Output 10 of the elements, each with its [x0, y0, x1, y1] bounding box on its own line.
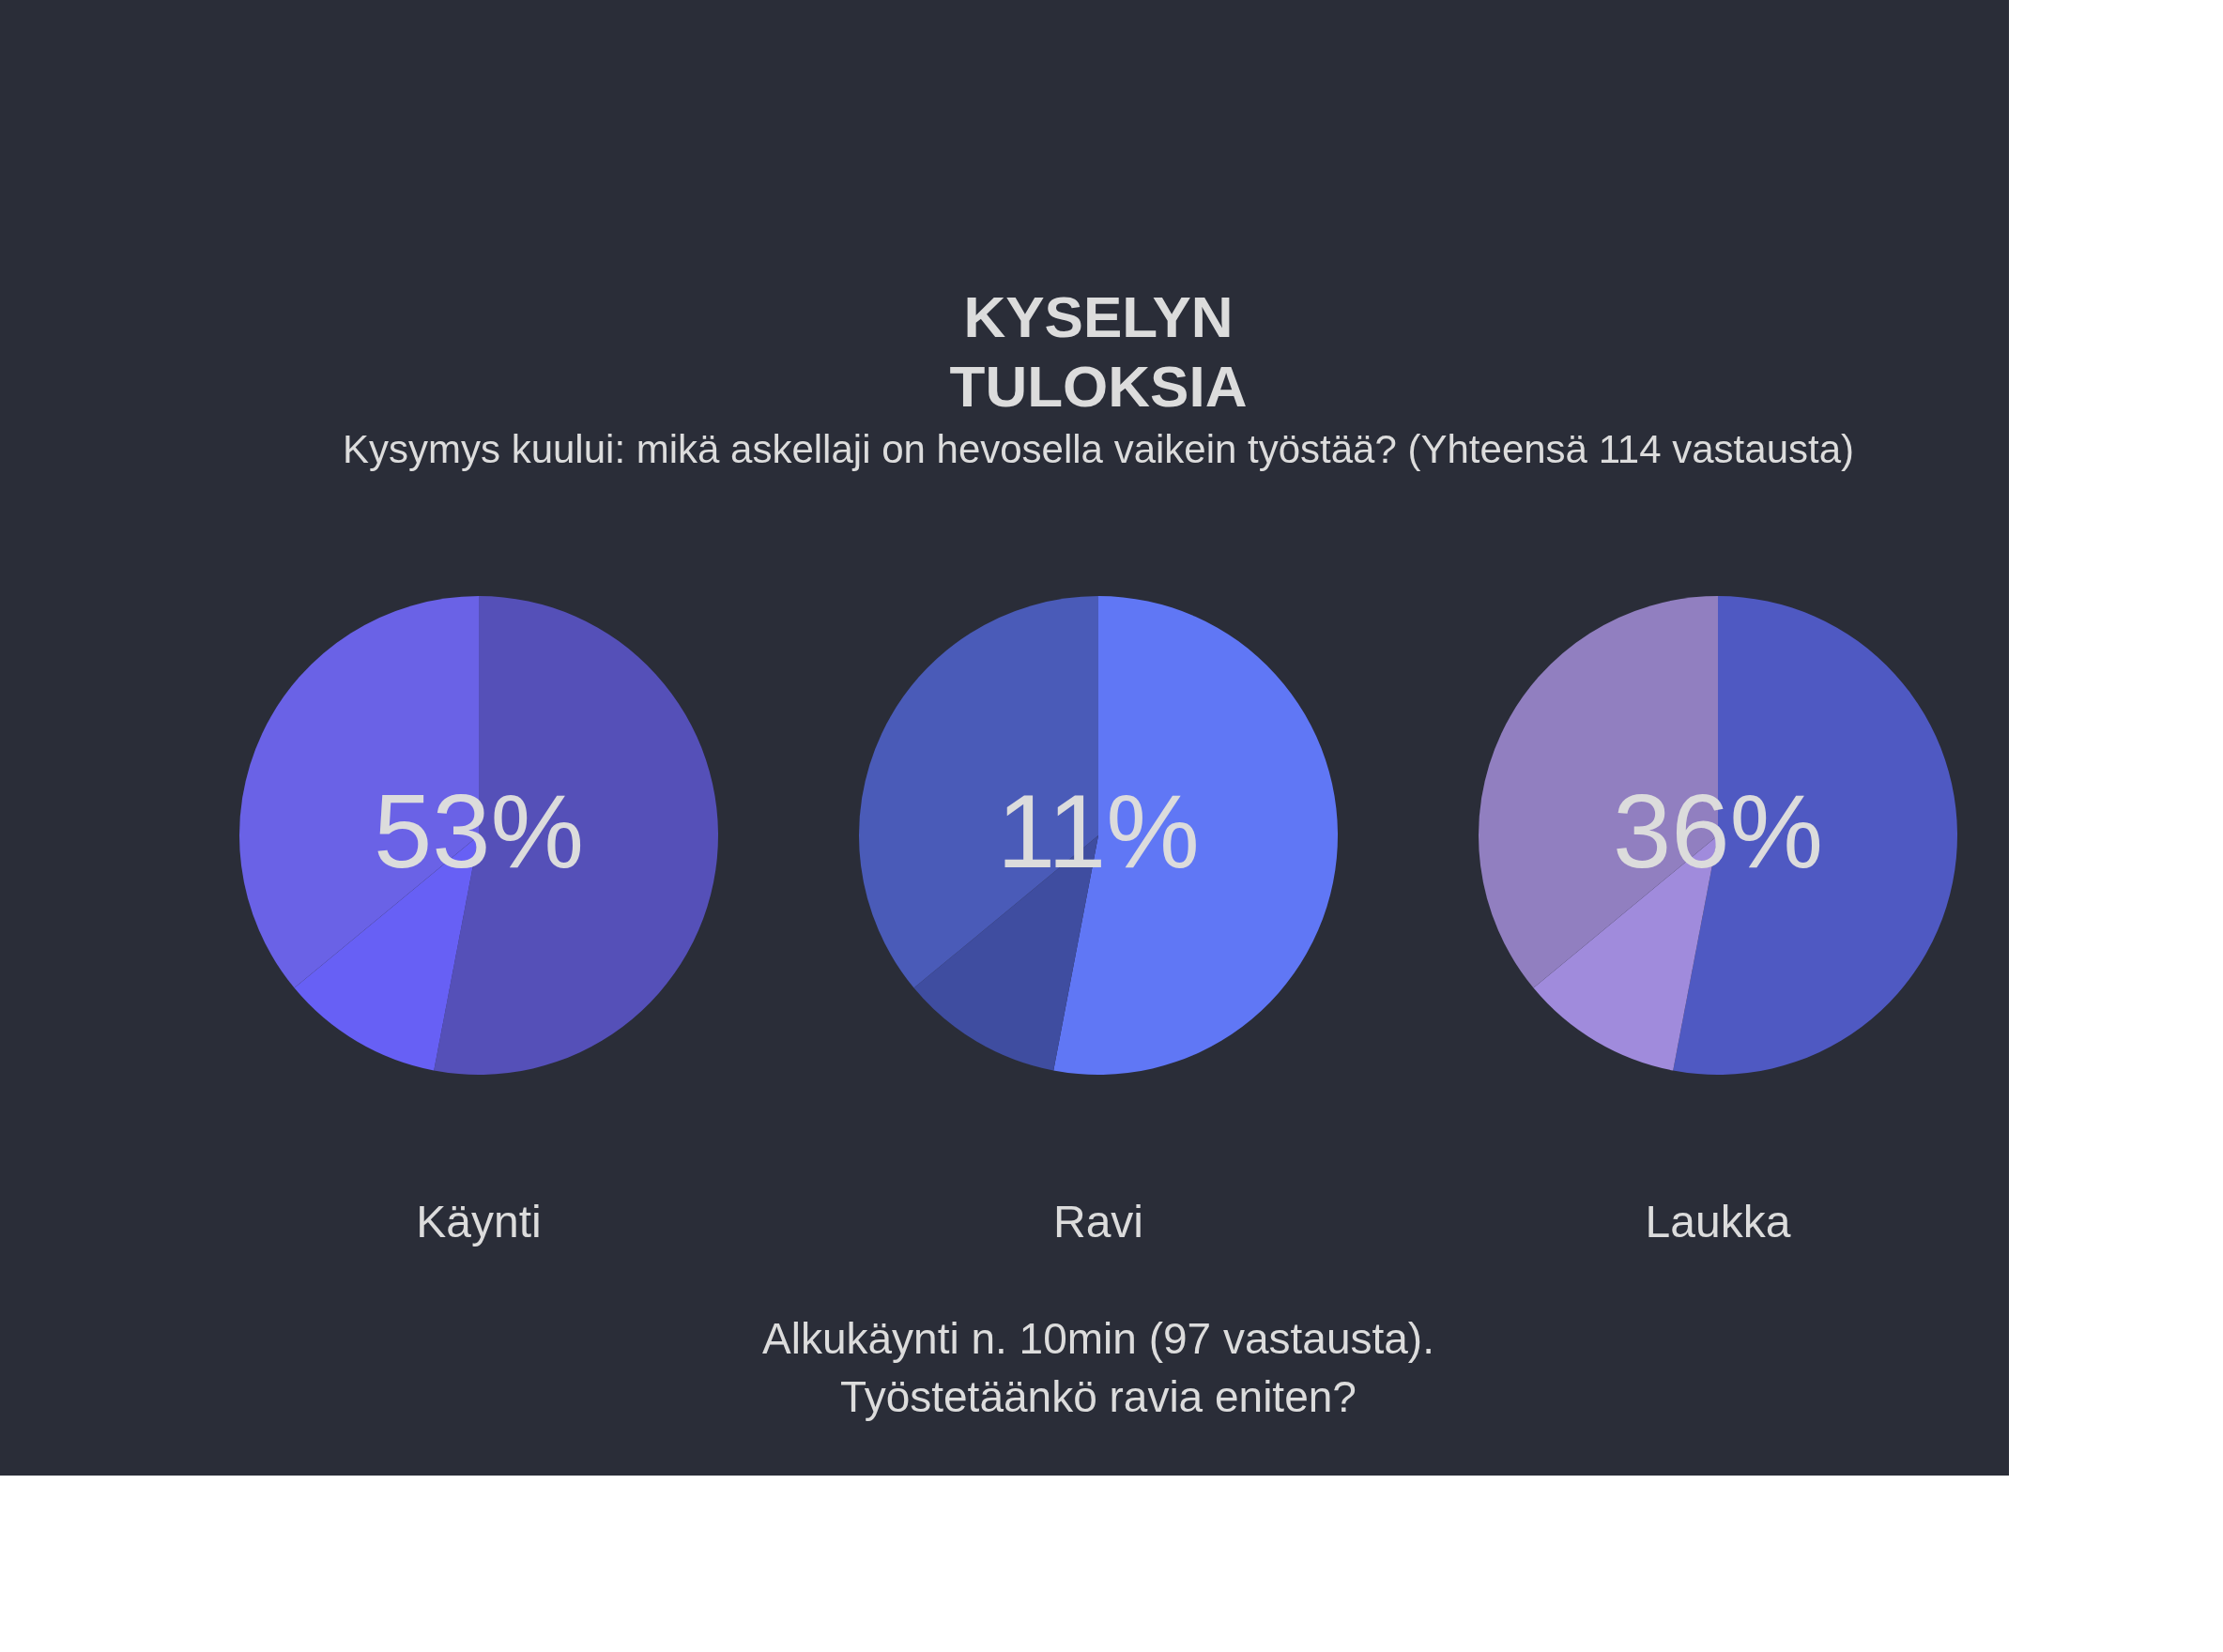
text: Käynti — [416, 1197, 542, 1247]
text: 53% — [373, 772, 585, 890]
text: 11% — [997, 772, 1200, 890]
text: Kysymys kuului: mikä askellaji on hevosella vaikein työstää? (Yhteensä 114 vastausta) — [342, 427, 1855, 471]
text: Työstetäänkö ravia eniten? — [840, 1372, 1357, 1421]
text: Laukka — [1645, 1197, 1791, 1247]
text: KYSELYN TULOKSIA — [949, 284, 1248, 420]
text: 36% — [1612, 772, 1824, 890]
text: Ravi — [1052, 1197, 1144, 1247]
text: Alkukäynti n. 10min (97 vastausta). — [762, 1314, 1434, 1363]
